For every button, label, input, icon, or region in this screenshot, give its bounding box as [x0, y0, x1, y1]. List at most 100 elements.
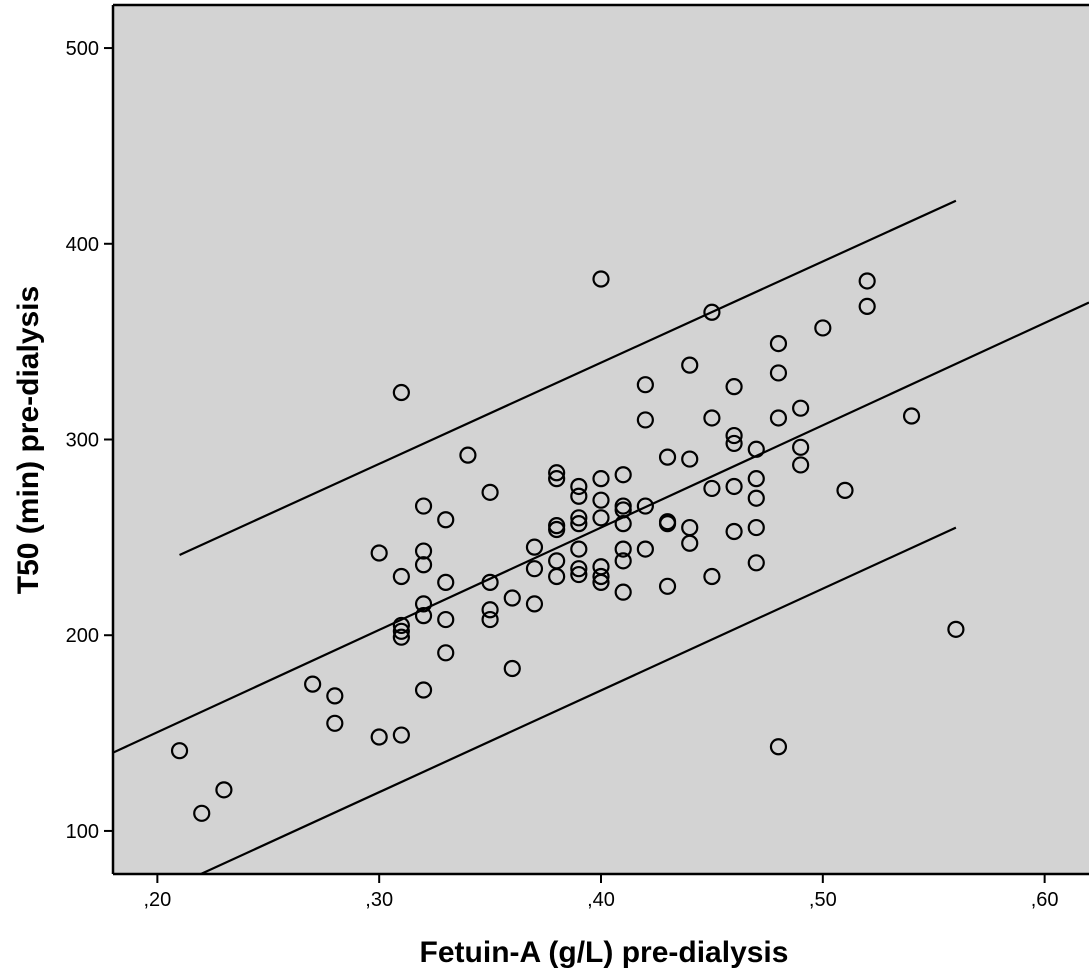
data-point	[703, 567, 721, 586]
data-point	[725, 477, 743, 496]
data-point	[858, 272, 876, 290]
data-point	[792, 438, 810, 456]
data-point	[548, 520, 566, 539]
x-tick-label: ,30	[365, 889, 393, 911]
data-point	[747, 470, 765, 488]
y-axis-ticks: 100 200 300 400 500	[66, 38, 113, 843]
data-point	[215, 781, 233, 799]
data-point	[326, 687, 344, 705]
y-tick-label: 100	[66, 821, 99, 843]
data-point	[414, 556, 433, 574]
data-point	[614, 466, 632, 484]
data-point	[304, 675, 322, 693]
data-point	[392, 616, 410, 635]
data-point	[769, 738, 788, 756]
data-point	[525, 595, 544, 613]
data-point	[725, 426, 743, 445]
data-point	[437, 610, 455, 629]
data-point	[525, 560, 544, 578]
plot-area	[113, 5, 1089, 874]
data-point	[570, 509, 588, 527]
data-point	[703, 479, 721, 498]
x-tick-label: ,20	[143, 889, 171, 911]
data-point	[614, 540, 632, 558]
x-axis-title: Fetuin-A (g/L) pre-dialysis	[420, 936, 789, 969]
lower-band-line	[198, 526, 957, 874]
data-point	[792, 456, 810, 474]
data-point	[769, 334, 788, 353]
x-axis-ticks: ,20 ,30 ,40 ,50 ,60	[143, 874, 1059, 911]
data-point	[836, 481, 854, 499]
data-point	[703, 303, 721, 321]
data-point	[414, 607, 433, 625]
data-point	[769, 409, 788, 427]
data-point	[459, 446, 477, 464]
data-point	[326, 714, 344, 732]
data-point	[481, 483, 499, 501]
data-point	[437, 511, 455, 529]
upper-band-line	[179, 199, 957, 556]
data-point	[636, 540, 654, 558]
data-point	[658, 448, 677, 466]
data-point	[392, 383, 410, 402]
data-point	[614, 583, 632, 601]
y-tick-label: 300	[66, 430, 99, 452]
data-point	[747, 440, 765, 458]
x-tick-label: ,60	[1031, 889, 1059, 911]
data-point	[392, 622, 410, 640]
data-point	[947, 620, 965, 638]
y-tick-label: 500	[66, 38, 99, 60]
data-point	[592, 573, 610, 591]
data-point	[570, 560, 588, 578]
data-point	[570, 565, 588, 584]
data-point	[392, 726, 410, 744]
data-point	[658, 577, 677, 595]
data-point	[503, 589, 521, 607]
x-tick-label: ,50	[809, 889, 837, 911]
data-point	[437, 644, 455, 662]
data-point	[703, 409, 721, 427]
y-tick-label: 400	[66, 234, 99, 256]
data-point	[681, 356, 699, 374]
data-point	[636, 497, 654, 515]
data-point	[570, 515, 588, 533]
data-point	[814, 319, 832, 337]
data-point	[902, 407, 921, 425]
data-point	[681, 450, 699, 468]
data-point	[636, 376, 654, 394]
data-point	[414, 595, 433, 613]
data-point	[525, 538, 544, 556]
data-point	[370, 544, 388, 562]
data-point	[769, 364, 788, 382]
data-point	[614, 501, 632, 519]
fit-lines	[113, 199, 1089, 874]
data-point	[747, 489, 765, 507]
data-point	[437, 573, 455, 591]
data-point	[548, 464, 566, 482]
data-point	[481, 601, 499, 619]
data-point	[858, 297, 876, 316]
data-point	[170, 742, 189, 760]
data-point	[747, 554, 765, 572]
data-point	[636, 411, 654, 429]
data-point	[503, 659, 521, 678]
data-point	[548, 567, 566, 586]
x-tick-label: ,40	[587, 889, 615, 911]
fit-line	[113, 301, 1089, 754]
data-point	[725, 378, 743, 396]
data-point	[370, 728, 388, 746]
data-point	[592, 491, 610, 509]
data-point	[193, 804, 211, 822]
data-point	[414, 497, 433, 515]
data-point	[570, 487, 588, 505]
data-point	[548, 470, 566, 488]
data-point	[792, 399, 810, 417]
data-point	[414, 542, 433, 560]
data-point	[747, 518, 765, 537]
data-point	[725, 522, 743, 541]
data-point	[481, 573, 499, 591]
data-point	[592, 567, 610, 586]
data-point	[592, 509, 610, 527]
data-point	[414, 681, 433, 699]
